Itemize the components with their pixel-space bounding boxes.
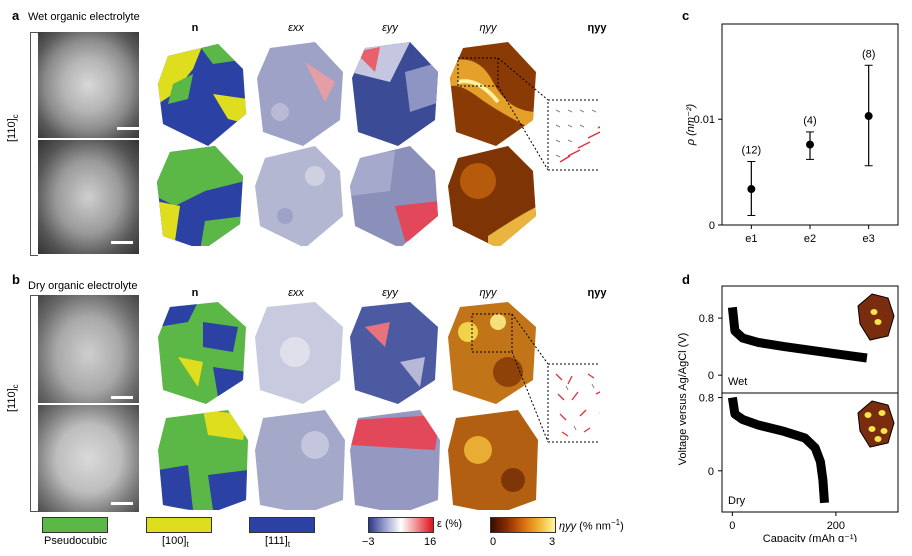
map-n-dry-1 xyxy=(158,302,246,404)
eta-colorbar-max: 3 xyxy=(549,536,556,548)
col-label-etayy-vector: ηyy xyxy=(587,287,607,299)
y-tick-label: 0 xyxy=(708,370,714,382)
y-tick-label: 0.8 xyxy=(699,313,714,325)
map-n-wet-1 xyxy=(158,44,246,146)
scale-bar xyxy=(111,241,133,244)
y-tick-label: 0 xyxy=(709,220,715,232)
map-exx-dry-1 xyxy=(255,302,343,404)
col-label-n: n xyxy=(191,22,199,34)
x-tick-label: 200 xyxy=(827,520,845,532)
y-tick-label: 0.01 xyxy=(694,114,715,126)
data-point xyxy=(864,112,873,121)
map-eyy-dry-1 xyxy=(350,302,438,404)
panel-b-title: Dry organic electrolyte xyxy=(28,280,138,292)
scale-bar xyxy=(111,396,133,399)
particle-domain xyxy=(874,436,882,442)
particle-domain xyxy=(874,319,882,325)
strain-colorbar-max: 16 xyxy=(424,536,437,548)
stem-image-dry-1 xyxy=(38,295,139,403)
x-axis-label: Capacity (mAh g⁻¹) xyxy=(763,533,857,542)
map-etayy-wet-2 xyxy=(448,146,536,246)
stem-image-wet-1 xyxy=(38,32,139,138)
col-label-exx: εxx xyxy=(288,22,304,34)
eta-colorbar-label: ηyy (% nm−1) xyxy=(559,518,624,533)
col-label-etayy: ηyy xyxy=(479,287,497,299)
panel-a-letter: a xyxy=(12,8,20,23)
plot-frame xyxy=(721,285,899,513)
series-label-wet: Wet xyxy=(728,376,747,388)
particle-domain xyxy=(870,309,878,315)
series-line-wet xyxy=(727,306,868,363)
legend-label-pseudocubic: Pseudocubic xyxy=(44,535,107,547)
legend-label-100t: [100]t xyxy=(162,535,189,550)
col-label-etayy: ηyy xyxy=(479,22,497,34)
strain-colorbar-min: −3 xyxy=(362,536,375,548)
legend-label-111t: [111]t xyxy=(265,535,291,550)
data-point xyxy=(806,140,814,149)
map-exx-wet-1 xyxy=(257,42,343,146)
zoom-box xyxy=(471,313,513,353)
map-eyy-wet-2 xyxy=(350,146,438,246)
y-axis-label: ρ (nm⁻²) xyxy=(685,103,697,146)
stem-image-wet-2 xyxy=(38,140,139,254)
particle-domain xyxy=(864,412,872,418)
panel-b-letter: b xyxy=(12,272,20,287)
stem-image-dry-2 xyxy=(38,405,139,512)
x-tick-label: e2 xyxy=(804,233,816,245)
panel-a-maps xyxy=(157,42,600,246)
legend-swatch-pseudocubic xyxy=(42,517,108,533)
map-n-dry-2 xyxy=(158,410,248,510)
vector-inset-dry xyxy=(547,363,600,443)
panel-a-axis-label: [110]c xyxy=(6,114,21,142)
x-tick-label: e1 xyxy=(745,233,757,245)
panel-b-axis-label: [110]c xyxy=(6,384,21,412)
panel-a-bracket xyxy=(30,32,38,256)
count-annotation: (4) xyxy=(803,115,816,127)
data-point xyxy=(747,185,756,194)
map-etayy-dry-2 xyxy=(448,410,538,510)
count-annotation: (8) xyxy=(862,48,875,60)
map-eyy-wet-1 xyxy=(352,42,438,146)
col-label-eyy: εyy xyxy=(382,287,398,299)
y-tick-label: 0 xyxy=(708,466,714,478)
series-line-dry xyxy=(727,396,829,504)
particle-domain xyxy=(880,428,888,434)
chart-c: 0 0.01ρ (nm⁻²) e1 (12) e2 (4) e3 (8) xyxy=(685,23,899,245)
col-label-eyy: εyy xyxy=(382,22,398,34)
scale-bar xyxy=(117,127,139,130)
scale-bar xyxy=(111,502,133,505)
count-annotation: (12) xyxy=(742,145,762,157)
panel-c-letter: c xyxy=(682,8,690,23)
panel-d-letter: d xyxy=(682,272,690,287)
x-tick-label: 0 xyxy=(729,520,735,532)
x-tick-label: e3 xyxy=(863,233,875,245)
col-label-n: n xyxy=(191,287,199,299)
map-etayy-dry-1 xyxy=(448,302,536,404)
map-exx-wet-2 xyxy=(255,146,343,246)
vector-inset-wet xyxy=(547,99,600,171)
y-axis-label: Voltage versus Ag/AgCl (V) xyxy=(677,333,689,466)
map-eyy-dry-2 xyxy=(350,410,440,510)
zoom-box xyxy=(457,57,499,87)
legend-swatch-100t xyxy=(146,517,212,533)
y-tick-label: 0.8 xyxy=(699,393,714,405)
particle-domain xyxy=(878,410,886,416)
eta-colorbar-min: 0 xyxy=(490,536,497,548)
panel-b-maps xyxy=(158,302,600,510)
strain-colorbar xyxy=(368,517,434,533)
panel-a-title: Wet organic electrolyte xyxy=(28,11,140,23)
series-label-dry: Dry xyxy=(728,495,746,507)
eta-colorbar xyxy=(490,517,556,533)
particle-domain xyxy=(868,426,876,432)
panel-b-bracket xyxy=(30,295,38,512)
strain-colorbar-label: ε (%) xyxy=(437,518,463,530)
particle-icon xyxy=(857,293,895,341)
col-label-etayy-vector: ηyy xyxy=(587,22,607,34)
col-label-exx: εxx xyxy=(288,287,304,299)
map-exx-dry-2 xyxy=(255,410,345,510)
legend-swatch-111t xyxy=(249,517,315,533)
map-n-wet-2 xyxy=(157,146,243,246)
